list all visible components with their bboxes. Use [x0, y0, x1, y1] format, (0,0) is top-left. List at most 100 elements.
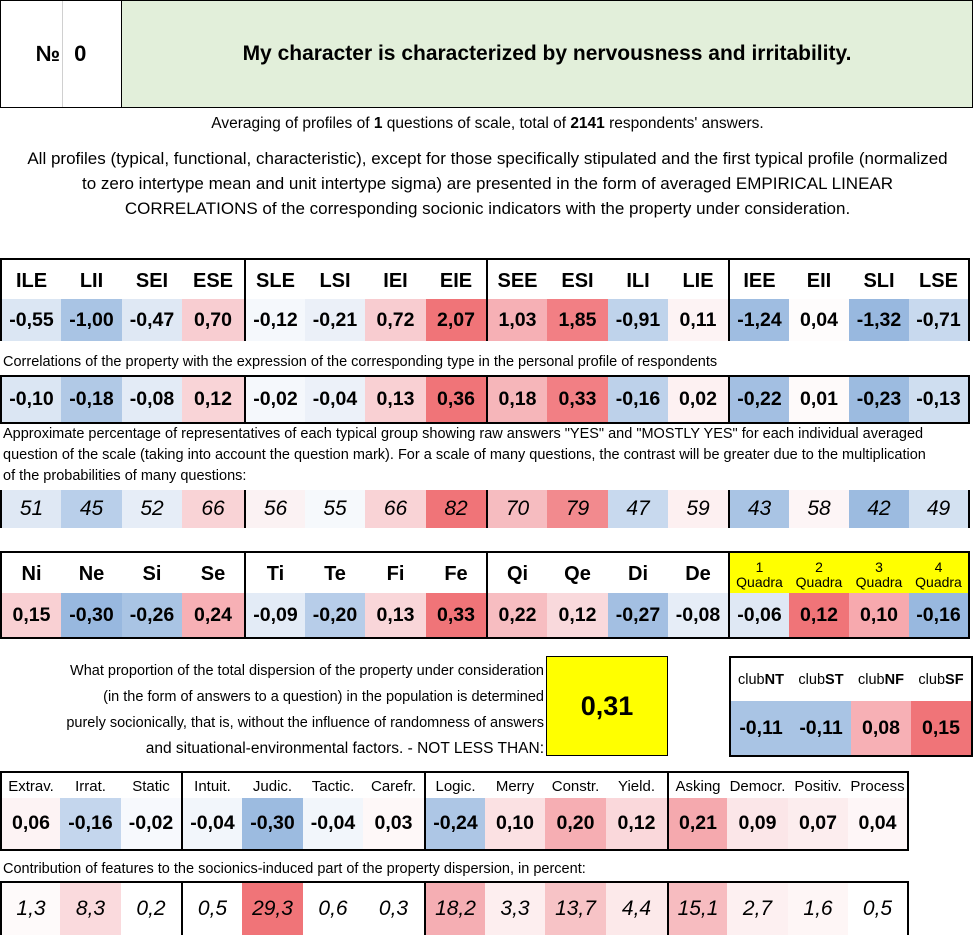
functions-header-row: Ni Ne Si Se Ti Te Fi Fe Qi Qe Di De 1 Quadra 2 Quadra 3 Q…: [0, 551, 970, 598]
type-profile-value-11: -0,91: [608, 299, 668, 341]
type-correlation-value-8: 0,36: [426, 377, 486, 422]
type-percentage-value-13: 43: [728, 490, 789, 528]
type-profile-value-5: -0,12: [244, 299, 305, 341]
type-correlation-value-4: 0,12: [182, 377, 244, 422]
trait-contribution-3: 0,2: [121, 883, 181, 935]
quadra-header-3: 3 Quadra: [849, 553, 909, 596]
club-header-1: club NT: [731, 658, 791, 701]
type-header-6: LSI: [319, 269, 351, 292]
type-profile-value-8: 2,07: [426, 299, 486, 341]
trait-header-3: Static: [132, 778, 170, 795]
types-profile-row: -0,55 -1,00 -0,47 0,70 -0,12 -0,21 0,72 2,07 1,0…: [0, 299, 970, 341]
types-correlation-row: -0,10 -0,18 -0,08 0,12 -0,02 -0,04 0,13 0,36 0,1…: [0, 375, 970, 424]
quadra-value-3: 0,10: [849, 593, 909, 637]
trait-value-12: 0,21: [667, 798, 727, 849]
type-percentage-value-2: 45: [61, 490, 122, 528]
quadra-label-1: Quadra: [736, 573, 783, 590]
trait-value-15: 0,04: [848, 798, 909, 849]
type-correlation-value-5: -0,02: [244, 377, 305, 422]
trait-value-13: 0,09: [727, 798, 788, 849]
club-header-3: club NF: [851, 658, 911, 701]
type-profile-value-15: -1,32: [849, 299, 909, 341]
quadra-label-3: Quadra: [855, 573, 903, 590]
dispersion-line-4: and situational-environmental factors. -…: [145, 740, 544, 757]
trait-contribution-9: 3,3: [485, 883, 545, 935]
club-header-4: club SF: [911, 658, 971, 701]
clubs-values-row: -0,11 -0,11 0,08 0,15: [731, 701, 971, 755]
club-name-4: SF: [945, 671, 964, 688]
type-header-16: LSE: [909, 260, 970, 302]
header-divider: [62, 1, 63, 107]
type-percentage-value-10: 79: [547, 490, 608, 528]
trait-header-7: Carefr.: [370, 778, 416, 795]
function-value-4: 0,24: [182, 593, 244, 637]
type-header-4: ESE: [192, 269, 234, 292]
type-percentage-value-12: 59: [668, 490, 728, 528]
trait-contribution-1: 1,3: [0, 883, 60, 935]
trait-header-6: Tactic.: [311, 778, 355, 795]
quadra-label-4: Quadra: [915, 573, 962, 590]
function-header-5: Ti: [244, 553, 305, 596]
type-percentage-value-4: 66: [182, 490, 244, 528]
type-percentage-value-11: 47: [608, 490, 668, 528]
trait-contribution-13: 2,7: [727, 883, 788, 935]
dispersion-text: What proportion of the total dispersion …: [60, 658, 544, 762]
type-percentage-value-7: 66: [365, 490, 426, 528]
type-header-2: LII: [79, 269, 104, 292]
type-profile-value-14: 0,04: [789, 299, 849, 341]
type-correlation-value-14: 0,01: [789, 377, 849, 422]
type-correlation-value-16: -0,13: [909, 377, 970, 422]
trait-contribution-4: 0,5: [181, 883, 242, 935]
club-prefix-1: club: [738, 671, 765, 688]
type-header-9: SEE: [486, 260, 547, 302]
trait-header-5: Judic.: [252, 778, 293, 795]
function-value-3: -0,26: [122, 593, 182, 637]
type-profile-value-7: 0,72: [365, 299, 426, 341]
trait-contribution-11: 4,4: [606, 883, 667, 935]
question-number-cell: № 0: [0, 0, 122, 108]
question-title: My character is characterized by nervous…: [121, 0, 973, 108]
functions-values-row: 0,15 -0,30 -0,26 0,24 -0,09 -0,20 0,13 0,33 0,22…: [0, 593, 970, 639]
type-percentage-value-16: 49: [909, 490, 970, 528]
type-profile-value-9: 1,03: [486, 299, 547, 341]
trait-value-14: 0,07: [788, 798, 848, 849]
trait-header-9: Merry: [495, 778, 535, 795]
averaging-prefix: Averaging of profiles of: [211, 115, 374, 132]
function-value-1: 0,15: [0, 593, 61, 637]
function-header-4: Se: [200, 563, 226, 585]
type-profile-value-1: -0,55: [0, 299, 61, 341]
trait-value-9: 0,10: [485, 798, 545, 849]
quadra-value-4: -0,16: [909, 593, 970, 637]
quadra-number-4: 4: [934, 558, 943, 575]
type-profile-value-12: 0,11: [668, 299, 728, 341]
club-value-4: 0,15: [911, 701, 971, 755]
type-percentage-value-14: 58: [789, 490, 849, 528]
type-percentage-value-8: 82: [426, 490, 486, 528]
type-profile-value-6: -0,21: [305, 299, 365, 341]
trait-header-11: Yield.: [618, 778, 655, 795]
trait-value-10: 0,20: [545, 798, 606, 849]
type-correlation-value-2: -0,18: [61, 377, 122, 422]
clubs-box: club NT club ST club NF club SF -0,11 -0,11 0,08 0…: [729, 656, 973, 757]
type-header-7: IEI: [383, 269, 408, 292]
function-value-8: 0,33: [426, 593, 486, 637]
club-header-2: club ST: [791, 658, 851, 701]
type-header-11: ILI: [626, 269, 650, 292]
club-prefix-3: club: [858, 671, 885, 688]
club-prefix-2: club: [798, 671, 826, 688]
type-percentage-value-6: 55: [305, 490, 365, 528]
function-header-7: Fi: [386, 563, 405, 585]
function-value-7: 0,13: [365, 593, 426, 637]
function-value-2: -0,30: [61, 593, 122, 637]
trait-contribution-7: 0,3: [363, 883, 424, 935]
dispersion-line-2: (in the form of answers to a question) i…: [103, 689, 544, 705]
trait-contribution-10: 13,7: [545, 883, 606, 935]
averaging-middle: questions of scale, total of: [382, 115, 571, 132]
club-value-1: -0,11: [731, 701, 791, 755]
quadra-number-2: 2: [815, 558, 823, 575]
percentage-caption: Approximate percentage of representative…: [3, 426, 926, 484]
type-profile-value-4: 0,70: [182, 299, 244, 341]
number-label: №: [35, 41, 61, 66]
type-profile-value-3: -0,47: [122, 299, 182, 341]
trait-header-13: Democr.: [729, 778, 786, 795]
